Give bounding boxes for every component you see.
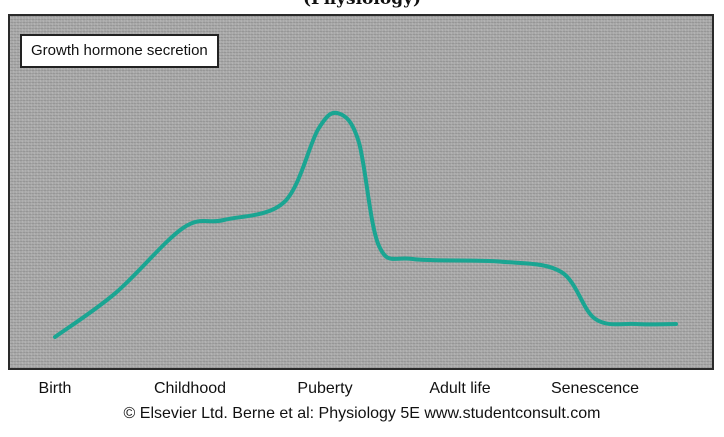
x-tick-puberty: Puberty [297,380,353,397]
page-header-fragment: (Physiology) [0,0,724,10]
x-tick-birth: Birth [38,380,72,397]
header-text: (Physiology) [0,0,724,9]
plot-area [8,14,714,370]
x-tick-senescence: Senescence [550,380,640,397]
chart-title: Growth hormone secretion [20,34,219,68]
x-tick-childhood: Childhood [153,380,227,397]
growth-hormone-curve [53,110,678,339]
copyright-credit: © Elsevier Ltd. Berne et al: Physiology … [123,405,601,422]
x-tick-adult-life: Adult life [429,380,491,397]
